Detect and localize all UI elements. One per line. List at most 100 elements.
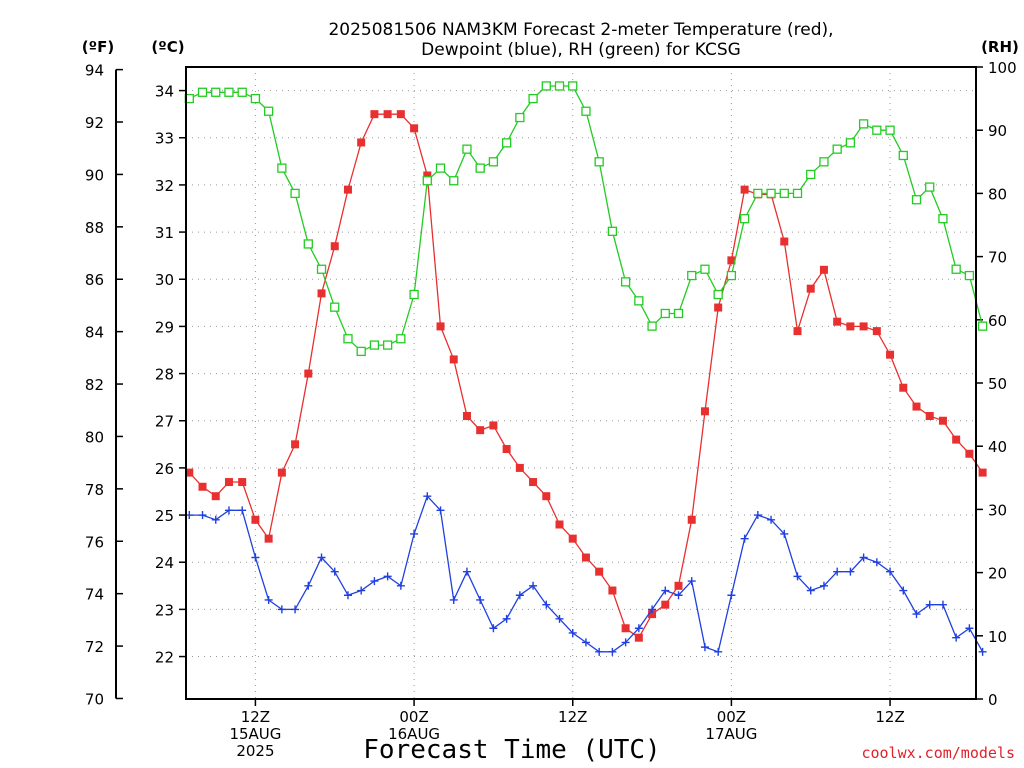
data-point <box>238 506 247 515</box>
data-point <box>277 605 286 614</box>
celsius-tick-label: 22 <box>155 649 174 667</box>
rh-tick-label: 40 <box>988 438 1007 456</box>
time-tick-label: 15AUG <box>229 725 281 743</box>
data-point <box>541 81 551 91</box>
data-point <box>634 624 643 633</box>
time-tick-label: 17AUG <box>705 725 757 743</box>
data-point <box>489 624 498 633</box>
data-point <box>211 515 220 524</box>
data-point <box>620 277 631 287</box>
data-point <box>899 383 908 392</box>
data-point <box>449 176 459 186</box>
data-point <box>965 449 974 458</box>
celsius-axis: 22 23 24 25 26 27 28 29 30 31 32 33 34 <box>155 67 187 699</box>
data-point <box>529 581 538 590</box>
data-point <box>780 237 789 246</box>
data-point <box>859 553 868 562</box>
data-point <box>330 567 339 576</box>
data-point <box>304 581 313 590</box>
data-point <box>581 106 591 116</box>
data-point <box>978 647 987 656</box>
data-point <box>938 600 947 609</box>
rh-tick-label: 100 <box>988 59 1017 77</box>
time-tick-label: 2025 <box>236 742 274 760</box>
data-point <box>713 289 723 300</box>
data-point <box>515 112 525 123</box>
data-point <box>277 468 286 477</box>
data-point <box>674 591 683 600</box>
celsius-tick-label: 28 <box>155 366 174 384</box>
data-point <box>251 553 260 562</box>
rh-tick-label: 50 <box>988 375 1007 393</box>
data-point <box>396 581 405 590</box>
data-point <box>714 647 723 656</box>
data-point <box>449 595 458 604</box>
fahrenheit-tick-label: 86 <box>85 271 104 289</box>
data-point <box>197 87 208 97</box>
data-point <box>501 138 512 148</box>
data-point <box>714 303 723 312</box>
rh-axis: 0 10 20 30 40 50 60 70 80 90 100 <box>976 59 1017 709</box>
data-point <box>476 426 485 435</box>
data-point <box>819 265 828 274</box>
data-point <box>595 647 604 656</box>
data-point <box>316 264 327 274</box>
data-point <box>977 321 988 331</box>
data-point <box>382 340 393 350</box>
series-layer <box>184 81 988 656</box>
data-point <box>291 440 300 449</box>
data-point <box>291 605 300 614</box>
data-point <box>767 515 776 524</box>
data-point <box>833 317 842 326</box>
data-point <box>886 567 895 576</box>
data-point <box>462 144 472 154</box>
celsius-tick-label: 27 <box>155 413 174 431</box>
fahrenheit-tick-label: 72 <box>85 638 104 656</box>
data-point <box>317 289 326 298</box>
data-point <box>965 624 974 633</box>
data-point <box>594 157 604 167</box>
data-point <box>356 346 366 357</box>
data-point <box>727 591 736 600</box>
time-tick-label: 12Z <box>875 708 904 726</box>
data-point <box>647 321 657 331</box>
rh-tick-label: 90 <box>988 122 1007 140</box>
grid-lines <box>186 67 976 699</box>
data-point <box>952 633 961 642</box>
celsius-tick-label: 29 <box>155 318 174 336</box>
data-point <box>343 334 353 344</box>
chart-title-line1: 2025081506 NAM3KM Forecast 2-meter Tempe… <box>328 20 833 40</box>
data-point <box>661 586 670 595</box>
data-point <box>555 614 564 623</box>
data-point <box>753 188 763 199</box>
data-point <box>978 468 987 477</box>
data-point <box>912 402 921 411</box>
data-point <box>833 567 842 576</box>
data-point <box>263 106 274 116</box>
fahrenheit-axis: 70 72 74 76 78 80 82 84 86 88 90 92 94 <box>85 62 123 708</box>
fahrenheit-tick-label: 92 <box>85 114 104 132</box>
series-temperature <box>185 110 987 642</box>
time-tick-label: 12Z <box>241 708 270 726</box>
data-point <box>660 308 670 319</box>
data-point <box>634 633 643 642</box>
data-point <box>436 506 445 515</box>
data-point <box>542 600 551 609</box>
data-point <box>899 586 908 595</box>
data-point <box>912 610 921 619</box>
data-point <box>648 610 657 619</box>
data-point <box>423 171 432 180</box>
fahrenheit-tick-label: 70 <box>85 690 104 708</box>
time-tick-label: 00Z <box>399 708 428 726</box>
data-point <box>343 591 352 600</box>
data-point <box>370 110 379 119</box>
data-point <box>780 529 789 538</box>
data-point <box>502 445 511 454</box>
data-point <box>595 567 604 576</box>
data-point <box>370 577 379 586</box>
data-point <box>608 647 617 656</box>
fahrenheit-tick-label: 78 <box>85 481 104 499</box>
data-point <box>886 350 895 359</box>
x-axis-title: Forecast Time (UTC) <box>363 735 660 765</box>
